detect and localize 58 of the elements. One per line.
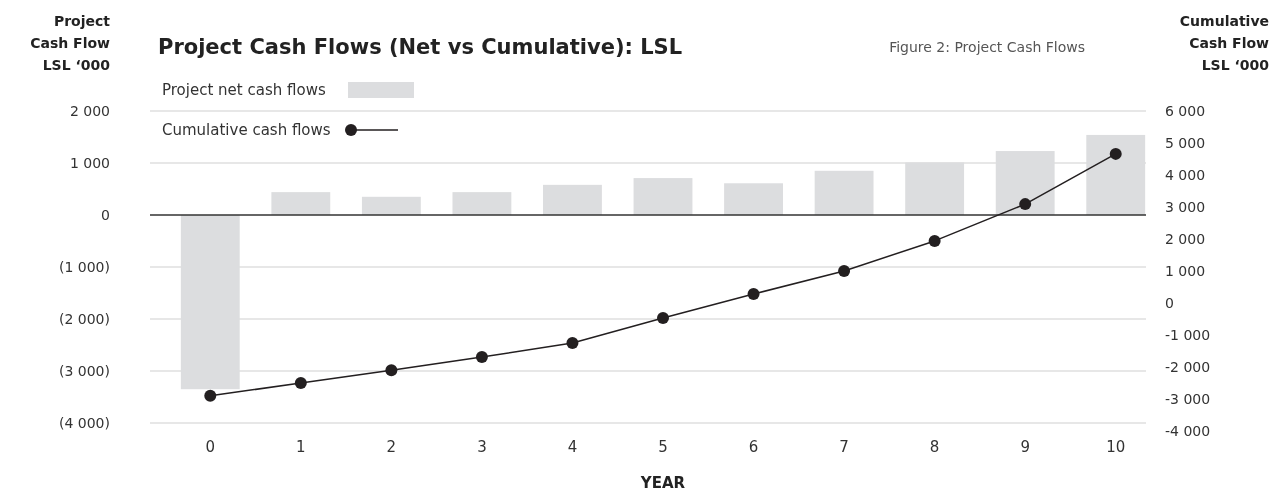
bar [271, 192, 331, 215]
bar [452, 192, 512, 215]
y-tick-label: (4 000) [58, 414, 110, 431]
chart-subtitle: Figure 2: Project Cash Flows [889, 39, 1085, 55]
point [1109, 147, 1122, 160]
point [294, 377, 307, 389]
y2-tick-label: -4 000 [1165, 422, 1211, 439]
y-tick-label: 2 000 [69, 102, 110, 119]
y2-tick-label: 4 000 [1165, 166, 1206, 183]
point [747, 288, 760, 301]
y2-axis-title: Cumulative Cash Flow LSL ‘000 [1179, 13, 1270, 73]
x-tick-label: 7 [839, 438, 849, 456]
point [838, 265, 851, 277]
y-tick-label: (2 000) [58, 310, 110, 327]
point [475, 351, 488, 364]
bar [814, 170, 874, 215]
y2-tick-label: 5 000 [1165, 134, 1206, 151]
bar [361, 196, 421, 215]
point [1019, 198, 1032, 211]
x-tick-label: 10 [1106, 438, 1126, 456]
x-tick-label: 2 [386, 438, 397, 456]
legend-label: Cumulative cash flows [162, 121, 331, 140]
legend-label: Project net cash flows [162, 81, 326, 100]
x-tick-label: 0 [205, 438, 216, 456]
bar [724, 183, 783, 215]
x-axis-title: YEAR [639, 474, 686, 492]
y-tick-label: (3 000) [58, 362, 110, 379]
x-tick-label: 1 [296, 438, 306, 456]
y-tick-label: (1 000) [58, 258, 110, 275]
y2-tick-label: 3 000 [1165, 198, 1206, 215]
bar [1086, 134, 1146, 215]
y2-tick-label: 2 000 [1165, 230, 1206, 247]
point [566, 337, 579, 349]
x-tick-label: 5 [658, 438, 668, 456]
x-tick-label: 9 [1020, 438, 1030, 456]
y-tick-label: 0 [101, 206, 110, 223]
y2-tick-label: 6 000 [1165, 102, 1206, 119]
x-tick-label: 4 [567, 438, 578, 456]
y2-tick-label: -3 000 [1165, 390, 1211, 407]
y2-tick-label: -2 000 [1165, 358, 1211, 375]
bar [905, 162, 965, 215]
point [657, 312, 669, 325]
point [204, 389, 217, 402]
y2-tick-label: -1 000 [1165, 326, 1211, 343]
x-tick-label: 6 [748, 438, 759, 456]
y-tick-label: 1 000 [69, 154, 110, 171]
bar [180, 215, 240, 390]
y-axis-title: Project Cash Flow LSL ‘000 [30, 13, 111, 73]
bar [543, 184, 602, 215]
point [928, 234, 941, 247]
bar [995, 151, 1055, 215]
bar [633, 178, 693, 215]
x-tick-label: 8 [929, 438, 940, 456]
x-tick-label: 3 [477, 438, 487, 456]
y2-tick-label: 0 [1165, 294, 1174, 311]
chart-title: Project Cash Flows (Net vs Cumulative): LSL [158, 35, 683, 59]
y2-tick-label: 1 000 [1165, 262, 1206, 279]
point [385, 364, 398, 377]
